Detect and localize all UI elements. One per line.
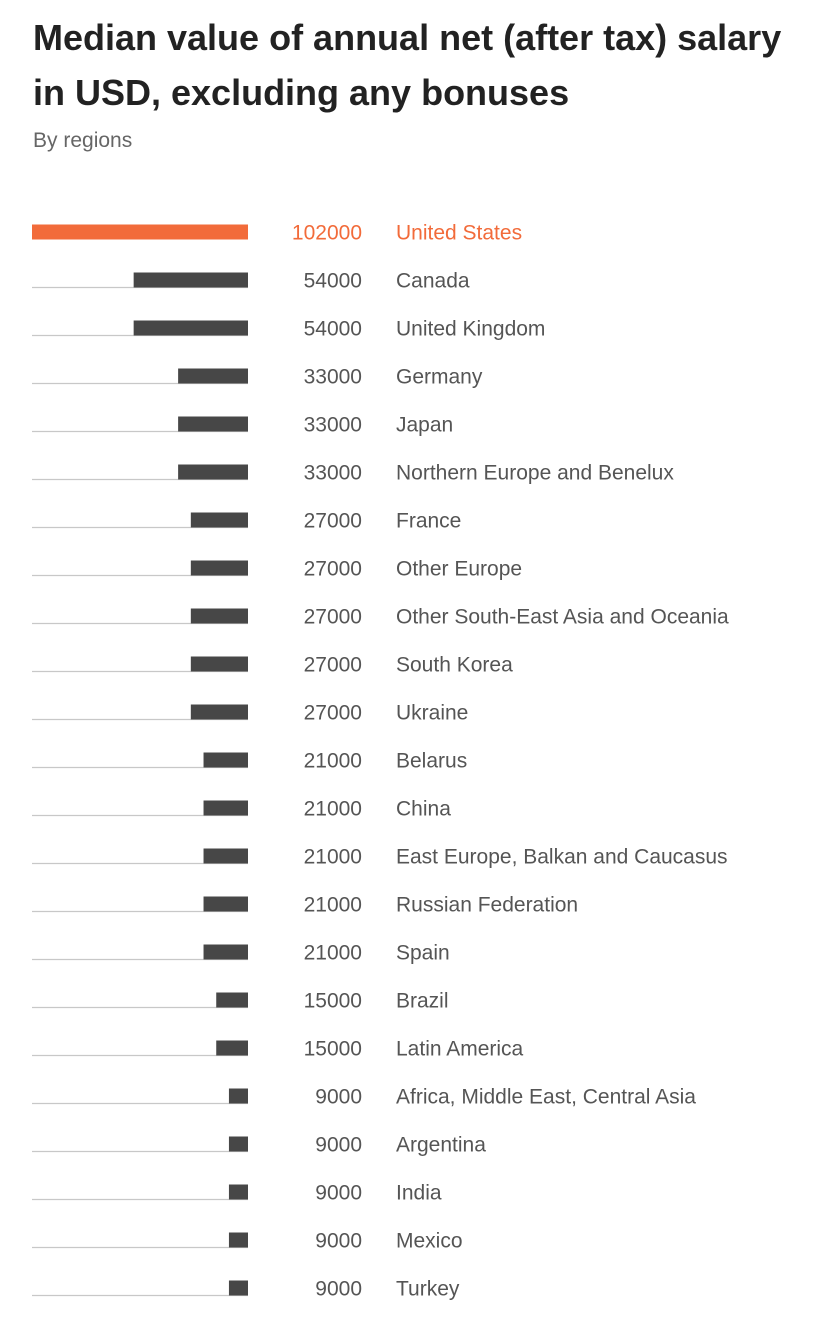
category-label: South Korea bbox=[396, 654, 513, 677]
bar bbox=[203, 848, 248, 864]
data-label: 15000 bbox=[304, 1038, 362, 1061]
chart-title: Median value of annual net (after tax) s… bbox=[33, 17, 782, 113]
bar bbox=[203, 752, 248, 768]
data-label: 54000 bbox=[304, 318, 362, 341]
data-label: 9000 bbox=[315, 1134, 362, 1157]
bar bbox=[178, 368, 248, 384]
bar bbox=[228, 1280, 248, 1296]
category-label: Other South-East Asia and Oceania bbox=[396, 606, 729, 629]
bar bbox=[133, 272, 248, 288]
data-label: 9000 bbox=[315, 1086, 362, 1109]
category-label: India bbox=[396, 1182, 442, 1205]
data-label: 27000 bbox=[304, 558, 362, 581]
bar bbox=[133, 320, 248, 336]
bar bbox=[203, 944, 248, 960]
category-label: United States bbox=[396, 222, 522, 245]
category-label: Russian Federation bbox=[396, 894, 578, 917]
data-label: 21000 bbox=[304, 942, 362, 965]
bar bbox=[190, 656, 248, 672]
data-label: 54000 bbox=[304, 270, 362, 293]
category-label: Canada bbox=[396, 270, 470, 293]
bar bbox=[178, 416, 248, 432]
bar bbox=[190, 512, 248, 528]
data-label: 27000 bbox=[304, 606, 362, 629]
data-label: 102000 bbox=[292, 222, 362, 245]
bar bbox=[178, 464, 248, 480]
category-label: Mexico bbox=[396, 1230, 463, 1253]
category-label: France bbox=[396, 510, 461, 533]
data-label: 9000 bbox=[315, 1230, 362, 1253]
data-label: 21000 bbox=[304, 846, 362, 869]
bar bbox=[228, 1184, 248, 1200]
bar bbox=[190, 704, 248, 720]
category-label: Latin America bbox=[396, 1038, 524, 1061]
category-label: Brazil bbox=[396, 990, 449, 1013]
bar bbox=[216, 1040, 248, 1056]
category-label: Other Europe bbox=[396, 558, 522, 581]
data-label: 33000 bbox=[304, 414, 362, 437]
category-label: United Kingdom bbox=[396, 318, 545, 341]
data-label: 33000 bbox=[304, 462, 362, 485]
data-label: 9000 bbox=[315, 1182, 362, 1205]
category-label: China bbox=[396, 798, 451, 821]
category-label: Argentina bbox=[396, 1134, 486, 1157]
data-label: 21000 bbox=[304, 894, 362, 917]
bar bbox=[32, 224, 248, 240]
category-label: Africa, Middle East, Central Asia bbox=[396, 1086, 696, 1109]
chart-subtitle: By regions bbox=[33, 129, 133, 152]
category-label: Belarus bbox=[396, 750, 467, 773]
category-label: Spain bbox=[396, 942, 450, 965]
bar bbox=[216, 992, 248, 1008]
data-label: 15000 bbox=[304, 990, 362, 1013]
data-label: 27000 bbox=[304, 702, 362, 725]
bar bbox=[190, 560, 248, 576]
data-label: 21000 bbox=[304, 798, 362, 821]
category-label: Ukraine bbox=[396, 702, 468, 725]
data-label: 21000 bbox=[304, 750, 362, 773]
bar bbox=[228, 1136, 248, 1152]
data-label: 27000 bbox=[304, 654, 362, 677]
category-label: Northern Europe and Benelux bbox=[396, 462, 674, 485]
category-label: Germany bbox=[396, 366, 483, 389]
data-label: 9000 bbox=[315, 1278, 362, 1301]
data-label: 33000 bbox=[304, 366, 362, 389]
data-label: 27000 bbox=[304, 510, 362, 533]
bar bbox=[190, 608, 248, 624]
bar bbox=[203, 800, 248, 816]
category-label: Turkey bbox=[396, 1278, 460, 1301]
bar bbox=[228, 1232, 248, 1248]
category-label: East Europe, Balkan and Caucasus bbox=[396, 846, 728, 869]
bar bbox=[228, 1088, 248, 1104]
category-label: Japan bbox=[396, 414, 453, 437]
bar bbox=[203, 896, 248, 912]
